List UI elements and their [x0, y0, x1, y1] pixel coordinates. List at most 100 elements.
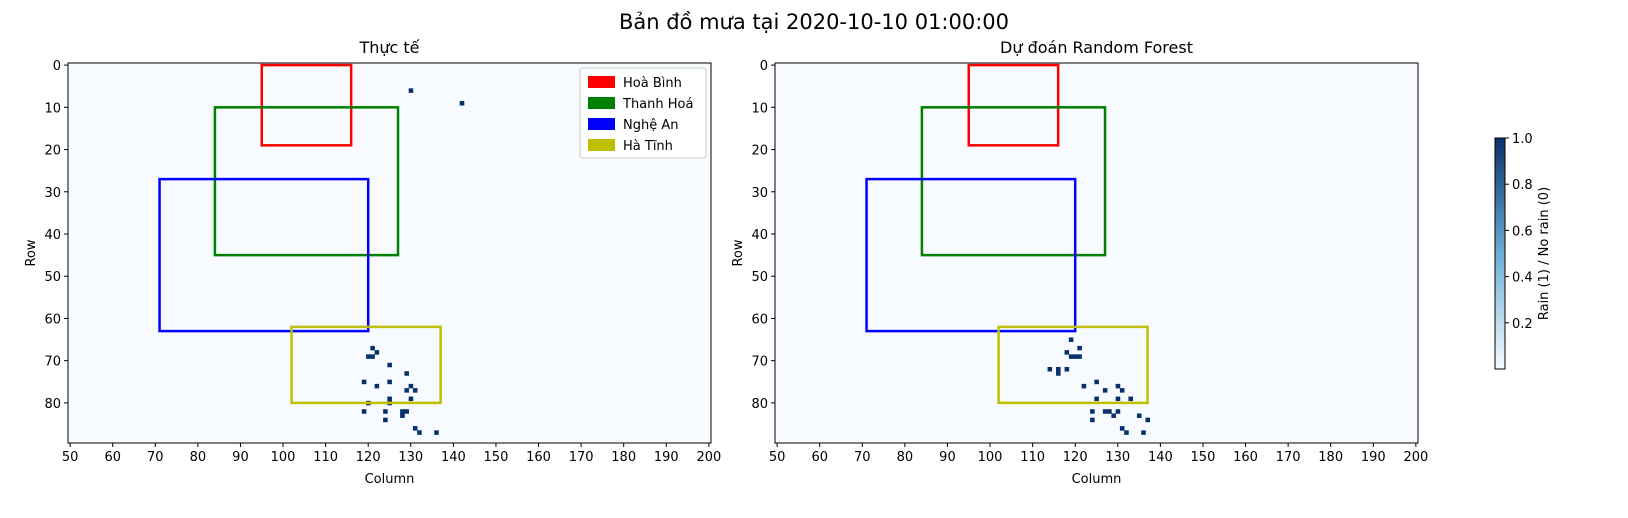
rain-cell: [374, 383, 380, 389]
region-box: [290, 325, 442, 405]
legend-swatch: [588, 76, 615, 88]
legend-swatch: [588, 118, 615, 130]
rain-cell: [408, 383, 414, 389]
rain-cell: [1094, 396, 1099, 402]
legend-swatch: [588, 97, 615, 109]
colorbar-tick-label: 0.4: [1512, 271, 1533, 286]
y-tick-label: 10: [44, 101, 61, 116]
colorbar-tick-label: 0.2: [1512, 317, 1533, 332]
colorbar-tick-label: 0.6: [1512, 224, 1533, 239]
rain-cell: [400, 413, 405, 418]
colorbar-label: Rain (1) / No rain (0): [1537, 187, 1552, 320]
rain-cell: [1064, 350, 1070, 355]
rain-cell: [1073, 354, 1078, 359]
legend-label: Hoà Bình: [623, 76, 682, 91]
x-tick-label: 80: [190, 450, 207, 465]
legend-label: Nghệ An: [623, 118, 678, 133]
rain-cell: [366, 354, 371, 359]
x-tick-label: 190: [654, 450, 679, 465]
legend-swatch: [588, 139, 615, 151]
rain-cell: [1141, 430, 1146, 435]
x-tick-label: 180: [611, 450, 636, 465]
rain-cell: [412, 388, 418, 393]
region-box: [997, 325, 1149, 405]
x-tick-label: 200: [1403, 450, 1428, 465]
colorbar-bar: [1494, 137, 1506, 370]
rain-cell: [459, 101, 465, 106]
rain-cell: [383, 409, 388, 414]
legend-label: Thanh Hoá: [622, 97, 693, 112]
y-tick-label: 0: [760, 59, 768, 74]
x-tick-label: 110: [313, 450, 338, 465]
region-box: [260, 63, 353, 147]
y-tick-label: 20: [44, 144, 61, 159]
rain-cell: [1064, 367, 1070, 372]
rain-cell: [404, 371, 409, 376]
x-tick-label: 170: [1276, 450, 1301, 465]
rain-cell: [404, 409, 409, 414]
rain-cell: [370, 354, 375, 359]
rain-cell: [417, 430, 422, 435]
x-tick-label: 80: [897, 450, 914, 465]
x-tick-label: 50: [769, 450, 786, 465]
rain-cell: [374, 350, 380, 355]
y-axis-label: Row: [731, 239, 746, 266]
x-tick-label: 90: [939, 450, 956, 465]
x-tick-label: 180: [1318, 450, 1343, 465]
rain-cell: [1068, 354, 1074, 359]
legend: Hoà Bình Thanh Hoá Nghệ An Hà Tĩnh: [579, 67, 707, 159]
rain-cell: [1128, 396, 1133, 402]
rain-cell: [1136, 413, 1142, 418]
x-tick-label: 60: [104, 450, 121, 465]
y-tick-label: 10: [751, 101, 768, 116]
rain-cell: [1107, 409, 1112, 414]
axes-frame: [67, 62, 712, 444]
rain-cell: [1090, 409, 1095, 414]
y-tick-label: 0: [53, 59, 61, 74]
rain-cell: [1094, 379, 1099, 385]
x-tick-label: 150: [484, 450, 509, 465]
colorbar-tick-label: 0.8: [1512, 178, 1533, 193]
rain-cell: [1077, 345, 1082, 351]
rain-cell: [383, 417, 388, 423]
rain-cell: [1090, 417, 1095, 423]
y-tick-label: 30: [44, 186, 61, 201]
rain-cell: [1102, 388, 1108, 393]
colorbar: 0.2 0.4 0.6 0.8 1.0 Rain (1) / No rain (0): [1494, 132, 1552, 370]
axes-title: Dự đoán Random Forest: [1000, 38, 1193, 57]
axes-title: Thực tế: [358, 38, 419, 57]
x-tick-label: 50: [62, 450, 79, 465]
region-box: [920, 106, 1107, 257]
rain-cell: [400, 409, 405, 414]
rain-cell: [1124, 430, 1129, 435]
rain-cell: [408, 396, 414, 402]
y-tick-label: 70: [751, 355, 768, 370]
rain-cell: [408, 88, 414, 93]
rain-cell: [412, 426, 418, 431]
x-tick-label: 120: [356, 450, 381, 465]
y-axis-label: Row: [24, 239, 39, 266]
rain-cell: [387, 379, 392, 385]
y-tick-label: 30: [751, 186, 768, 201]
heatmap-background: [775, 63, 1418, 443]
x-tick-label: 60: [811, 450, 828, 465]
x-tick-label: 100: [978, 450, 1003, 465]
rain-cell: [1077, 354, 1082, 359]
rain-cell: [1119, 388, 1125, 393]
axes-frame: [774, 62, 1419, 444]
y-tick-label: 80: [44, 397, 61, 412]
x-axis-label: Column: [1072, 472, 1122, 487]
x-tick-label: 200: [696, 450, 721, 465]
legend-frame: [579, 67, 707, 159]
y-tick-label: 80: [751, 397, 768, 412]
y-tick-label: 50: [751, 270, 768, 285]
rain-cell: [1119, 426, 1125, 431]
y-tick-label: 40: [44, 228, 61, 243]
rain-cell: [1047, 367, 1053, 372]
x-tick-label: 150: [1191, 450, 1216, 465]
rain-cell: [1115, 383, 1121, 389]
x-tick-label: 160: [526, 450, 551, 465]
x-tick-label: 190: [1361, 450, 1386, 465]
y-tick-label: 70: [44, 355, 61, 370]
